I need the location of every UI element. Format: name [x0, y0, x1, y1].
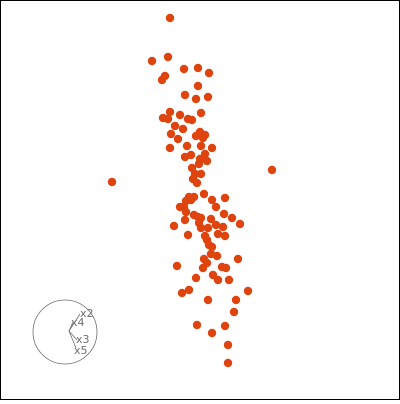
data-point [183, 230, 193, 240]
data-point [229, 307, 239, 317]
data-point [227, 213, 237, 223]
data-point [203, 295, 213, 305]
data-point [165, 107, 175, 117]
data-point [196, 169, 206, 179]
data-point [175, 110, 185, 120]
axis-guide-label-x4: x4 [71, 316, 85, 329]
data-point [193, 63, 203, 73]
data-point [212, 251, 222, 261]
axis-guide-circle [32, 299, 98, 365]
data-point [207, 143, 217, 153]
data-point [189, 192, 199, 202]
data-point [211, 220, 221, 230]
data-point [166, 129, 176, 139]
data-point [198, 133, 208, 143]
data-point [206, 214, 216, 224]
points-layer [107, 13, 277, 368]
data-point [220, 231, 230, 241]
data-point [187, 115, 197, 125]
axis-guide-line-x2 [68, 313, 81, 332]
data-point [220, 321, 230, 331]
data-point [224, 275, 234, 285]
axis-guide-line-x3 [68, 330, 78, 341]
data-point [220, 193, 230, 203]
data-point [191, 273, 201, 283]
data-point [177, 288, 187, 298]
data-point [178, 124, 188, 134]
data-point [179, 64, 189, 74]
data-point [203, 223, 213, 233]
data-point [223, 358, 233, 368]
data-point [163, 114, 173, 124]
data-point [169, 221, 179, 231]
data-point [165, 13, 175, 23]
data-point [182, 141, 192, 151]
data-point [207, 242, 217, 252]
data-point [194, 159, 204, 169]
data-point [181, 207, 191, 217]
axis-guide: x2 x4 x3 x5 [32, 299, 98, 365]
data-point [165, 143, 175, 153]
data-point [184, 285, 194, 295]
data-point [196, 141, 206, 151]
data-point [191, 131, 201, 141]
data-point [191, 94, 201, 104]
data-point [207, 328, 217, 338]
axis-guide-label-x3: x3 [76, 333, 90, 346]
data-point [219, 209, 229, 219]
data-point [198, 263, 208, 273]
axis-guide-line-x5 [68, 330, 77, 349]
data-point [163, 52, 173, 62]
data-point [213, 275, 223, 285]
data-point [180, 152, 190, 162]
data-point [211, 202, 221, 212]
data-point [107, 177, 117, 187]
axis-guide-label-x5: x5 [74, 344, 88, 357]
data-point [173, 134, 183, 144]
data-point [223, 340, 233, 350]
data-point [243, 286, 253, 296]
data-point [175, 202, 185, 212]
data-point [235, 219, 245, 229]
data-point [233, 254, 243, 264]
data-point [192, 178, 202, 188]
axis-guide-line-x4 [68, 321, 74, 332]
data-point [204, 68, 214, 78]
data-point [192, 320, 202, 330]
data-point [157, 75, 167, 85]
data-point [207, 195, 217, 205]
data-point [170, 121, 180, 131]
data-point [218, 222, 228, 232]
data-point [196, 108, 206, 118]
data-point [196, 223, 206, 233]
data-point [213, 229, 223, 239]
data-point [231, 295, 241, 305]
axis-guide-label-x2: x2 [80, 307, 94, 320]
data-point [221, 263, 231, 273]
data-point [172, 261, 182, 271]
data-point [180, 90, 190, 100]
data-point [202, 156, 212, 166]
data-point [199, 189, 209, 199]
data-point [193, 81, 203, 91]
data-point [147, 56, 157, 66]
data-point [267, 165, 277, 175]
data-point [180, 215, 190, 225]
data-point [203, 92, 213, 102]
